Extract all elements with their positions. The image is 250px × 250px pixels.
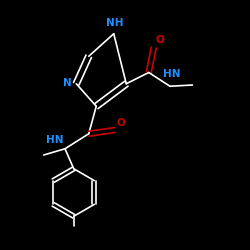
- Text: HN: HN: [162, 69, 180, 79]
- Text: O: O: [116, 118, 125, 128]
- Text: N: N: [62, 78, 71, 88]
- Text: HN: HN: [46, 135, 64, 145]
- Text: O: O: [155, 36, 164, 46]
- Text: NH: NH: [106, 18, 124, 28]
